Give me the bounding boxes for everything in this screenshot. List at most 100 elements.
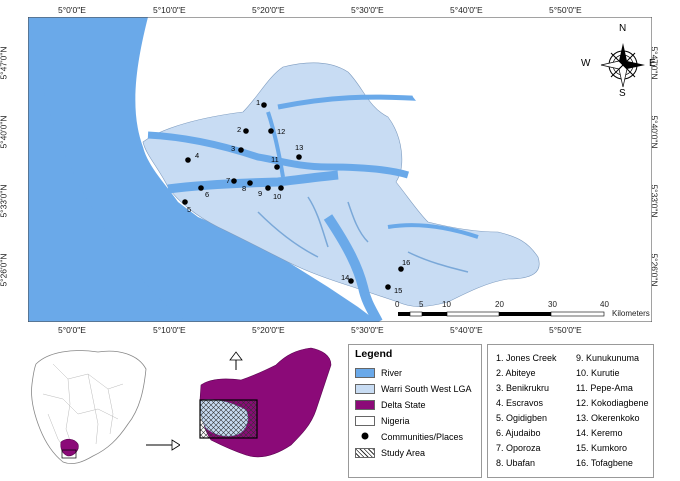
scale-bar xyxy=(394,302,654,322)
community-point-8 xyxy=(247,180,253,186)
legend-label-communities: Communities/Places xyxy=(381,432,464,442)
legend-label-lga: Warri South West LGA xyxy=(381,384,472,394)
community-point-label-8: 8 xyxy=(242,184,247,193)
community-item-6: 6. Ajudaibo xyxy=(496,428,541,438)
community-point-label-3: 3 xyxy=(231,144,236,153)
river-escravos xyxy=(167,170,339,194)
community-point-1 xyxy=(261,102,267,108)
legend-title: Legend xyxy=(355,348,393,360)
compass-e: E xyxy=(649,58,656,69)
community-point-label-11: 11 xyxy=(271,155,279,164)
community-point-label-4: 4 xyxy=(195,151,200,160)
lon-tick-bottom-2: 5°20'0"E xyxy=(252,325,285,335)
scale-label-40: 40 xyxy=(600,300,609,309)
legend-item-study-area: Study Area xyxy=(355,447,425,459)
north-arrow-icon xyxy=(229,351,243,370)
lon-tick-top-3: 5°30'0"E xyxy=(351,5,384,15)
lon-tick-top-5: 5°50'0"E xyxy=(549,5,582,15)
community-point-label-6: 6 xyxy=(205,190,210,199)
river-creek-6 xyxy=(407,251,469,273)
community-item-4: 4. Escravos xyxy=(496,398,544,408)
legend-swatch-delta xyxy=(355,400,375,410)
river-creek-1 xyxy=(266,111,285,178)
main-map xyxy=(28,17,652,322)
community-point-15 xyxy=(385,284,391,290)
community-item-13: 13. Okerenkoko xyxy=(576,413,640,423)
community-point-5 xyxy=(182,199,188,205)
river-creek-2 xyxy=(387,223,479,239)
community-item-16: 16. Tofagbene xyxy=(576,458,633,468)
community-point-11 xyxy=(274,164,280,170)
community-item-12: 12. Kokodiagbene xyxy=(576,398,649,408)
scale-label-10: 10 xyxy=(442,300,451,309)
legend-swatch-river xyxy=(355,368,375,378)
community-point-14 xyxy=(348,278,354,284)
legend-dot-icon xyxy=(355,432,375,442)
community-point-6 xyxy=(198,185,204,191)
main-map-svg xyxy=(28,17,652,322)
compass-s: S xyxy=(619,88,626,99)
warri-south-west-lga xyxy=(142,62,540,307)
community-point-4 xyxy=(185,157,191,163)
community-point-label-2: 2 xyxy=(237,125,242,134)
community-point-10 xyxy=(278,185,284,191)
community-point-label-9: 9 xyxy=(258,189,263,198)
legend-item-communities: Communities/Places xyxy=(355,431,463,443)
community-point-12 xyxy=(268,128,274,134)
lon-tick-top-1: 5°10'0"E xyxy=(153,5,186,15)
legend-swatch-study-area xyxy=(355,448,375,458)
community-point-label-13: 13 xyxy=(295,143,304,152)
community-item-9: 9. Kunukunuma xyxy=(576,353,640,363)
community-point-2 xyxy=(243,128,249,134)
river-creek-5 xyxy=(347,201,369,243)
lat-tick-right-2: 5°33'0"N xyxy=(649,184,660,218)
community-point-16 xyxy=(398,266,404,272)
legend-item-delta: Delta State xyxy=(355,399,426,411)
lat-tick-left-3: 5°26'0"N xyxy=(0,253,9,287)
community-point-label-10: 10 xyxy=(273,192,282,201)
river-creek-4 xyxy=(307,196,329,248)
community-point-3 xyxy=(238,147,244,153)
lon-tick-bottom-0: 5°0'0"E xyxy=(58,325,86,335)
river-forcados xyxy=(323,214,383,322)
scale-label-30: 30 xyxy=(548,300,557,309)
community-item-7: 7. Oporoza xyxy=(496,443,541,453)
community-point-label-1: 1 xyxy=(256,98,261,107)
community-item-1: 1. Jones Creek xyxy=(496,353,557,363)
community-point-label-5: 5 xyxy=(187,205,192,214)
inset-arrow-icon xyxy=(146,438,181,457)
east-land-2 xyxy=(548,230,622,286)
legend-label-river: River xyxy=(381,368,403,378)
lon-tick-bottom-3: 5°30'0"E xyxy=(351,325,384,335)
study-area-box xyxy=(199,399,258,439)
lat-tick-right-3: 5°26'0"N xyxy=(649,253,660,287)
lon-tick-top-0: 5°0'0"E xyxy=(58,5,86,15)
river-creek-3 xyxy=(257,211,319,258)
legend-swatch-lga xyxy=(355,384,375,394)
community-point-9 xyxy=(265,185,271,191)
community-points xyxy=(182,102,404,290)
community-item-15: 15. Kumkoro xyxy=(576,443,628,453)
east-land xyxy=(405,17,652,197)
atlantic-coast xyxy=(28,17,188,322)
community-list: 1. Jones Creek 2. Abiteye 3. Benikrukru … xyxy=(487,344,654,478)
legend-item-river: River xyxy=(355,367,402,379)
legend: Legend River Warri South West LGA Delta … xyxy=(348,344,482,478)
lat-tick-right-0: 5°47'0"N xyxy=(649,46,660,80)
community-item-10: 10. Kurutie xyxy=(576,368,620,378)
community-point-label-12: 12 xyxy=(277,127,286,136)
community-point-label-15: 15 xyxy=(394,286,403,295)
lon-tick-top-4: 5°40'0"E xyxy=(450,5,483,15)
community-point-7 xyxy=(231,178,237,184)
community-item-2: 2. Abiteye xyxy=(496,368,536,378)
scale-label-5: 5 xyxy=(419,300,424,309)
legend-item-lga: Warri South West LGA xyxy=(355,383,472,395)
compass-rose-icon xyxy=(600,43,645,88)
nigeria-inset-map xyxy=(28,344,148,470)
community-point-label-16: 16 xyxy=(402,258,411,267)
compass-w: W xyxy=(581,58,591,69)
community-item-14: 14. Keremo xyxy=(576,428,623,438)
lon-tick-bottom-4: 5°40'0"E xyxy=(450,325,483,335)
community-item-11: 11. Pepe-Ama xyxy=(576,383,633,393)
compass-n: N xyxy=(619,23,627,34)
